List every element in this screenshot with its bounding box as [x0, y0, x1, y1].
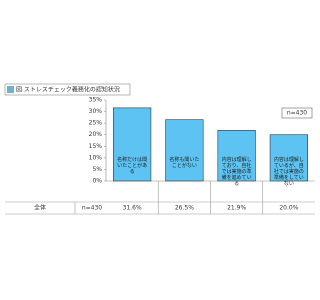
category-label: 内容は理解しており、自社では実施の準備を進めている — [221, 157, 252, 187]
y-tick-label: 35% — [89, 97, 103, 104]
chart-title: 図 ストレスチェック義務化の認知状況 — [16, 86, 120, 94]
row-n: n=430 — [82, 205, 102, 212]
bar — [217, 130, 256, 182]
n-label: n=430 — [287, 110, 307, 117]
row-label: 全体 — [34, 204, 46, 212]
y-tick-label: 10% — [89, 154, 103, 161]
y-tick-label: 5% — [92, 166, 102, 173]
title-icon — [7, 86, 14, 93]
bar — [113, 107, 152, 182]
category-label: 名称も聞いたことがない — [169, 157, 200, 169]
y-tick-label: 20% — [89, 131, 103, 138]
category-label: 名称だけは聞いたことがある — [117, 157, 148, 175]
bar — [165, 119, 204, 182]
y-tick-label: 15% — [89, 143, 103, 150]
n-box — [281, 107, 313, 119]
category-label: 内容は理解しているが、自社では実施の準備をしていない — [273, 157, 304, 187]
value-label: 20.0% — [279, 205, 298, 212]
y-tick-label: 25% — [89, 120, 103, 127]
bar — [269, 134, 308, 182]
y-tick-label: 30% — [89, 108, 103, 115]
value-label: 31.6% — [123, 205, 142, 212]
y-tick-label: 0% — [92, 178, 102, 185]
value-label: 21.9% — [227, 205, 246, 212]
title-box — [4, 83, 131, 96]
value-label: 26.5% — [175, 205, 194, 212]
